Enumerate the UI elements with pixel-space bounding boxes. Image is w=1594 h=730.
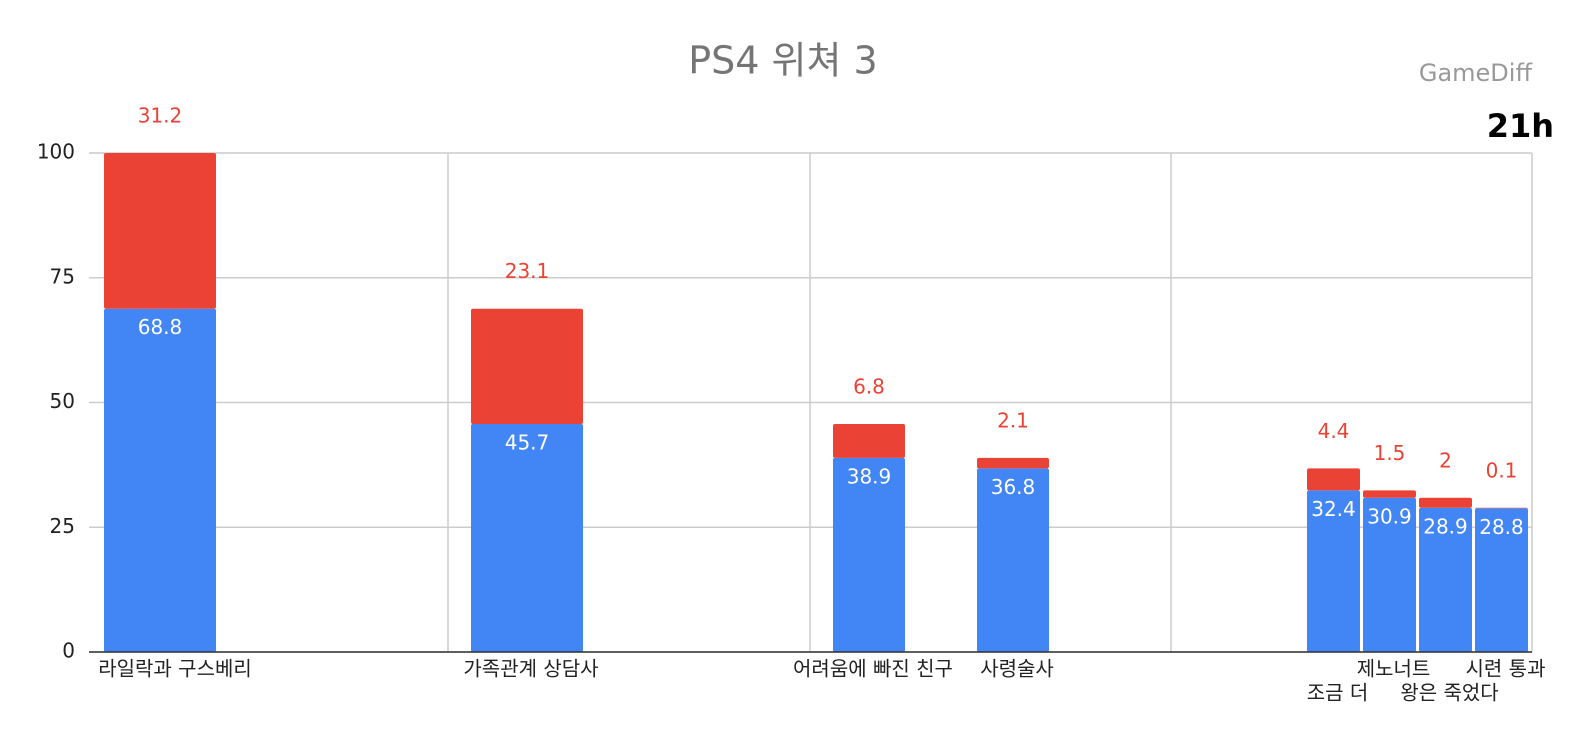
value-label: 36.8 xyxy=(991,475,1036,499)
x-tick-label: 조금 더 xyxy=(1307,681,1369,705)
value-label: 32.4 xyxy=(1311,497,1356,521)
y-tick-label: 25 xyxy=(50,514,75,538)
bar-segment xyxy=(1363,490,1416,498)
value-label: 4.4 xyxy=(1318,419,1350,443)
value-label: 68.8 xyxy=(138,315,183,339)
annotation: 21h xyxy=(1487,107,1554,145)
value-label: 6.8 xyxy=(853,374,885,398)
bar-segment xyxy=(833,423,905,458)
bar-segment xyxy=(977,468,1049,652)
value-label: 28.9 xyxy=(1423,514,1468,538)
value-label: 31.2 xyxy=(138,104,183,128)
bar-segment xyxy=(471,308,583,424)
value-label: 45.7 xyxy=(505,430,550,454)
bar-segment xyxy=(977,457,1049,469)
y-tick-label: 100 xyxy=(37,140,75,164)
bar-segment xyxy=(1307,490,1360,652)
bar-segment xyxy=(471,423,583,652)
x-tick-label: 제노너트 xyxy=(1357,657,1431,681)
x-tick-label: 왕은 죽었다 xyxy=(1400,681,1498,705)
source-label: GameDiff xyxy=(1419,59,1533,87)
bar-segment xyxy=(1419,497,1472,508)
bar-segment xyxy=(1475,508,1528,652)
x-tick-label: 가족관계 상담사 xyxy=(463,657,598,681)
y-tick-label: 75 xyxy=(50,264,75,288)
x-tick-label: 어려움에 빠진 친구 xyxy=(793,657,953,681)
bar-segment xyxy=(104,153,216,309)
x-tick-label: 라일락과 구스베리 xyxy=(98,657,252,681)
value-label: 38.9 xyxy=(847,464,892,488)
bar-segment xyxy=(1419,507,1472,652)
bar-segment xyxy=(1363,497,1416,652)
value-label: 23.1 xyxy=(505,259,550,283)
bar-segment xyxy=(104,308,216,652)
value-label: 1.5 xyxy=(1374,441,1406,465)
value-label: 0.1 xyxy=(1486,458,1518,482)
value-label: 2 xyxy=(1439,448,1452,472)
bar-segment xyxy=(1307,468,1360,491)
x-tick-label: 사령술사 xyxy=(980,657,1054,681)
value-label: 2.1 xyxy=(997,408,1029,432)
y-tick-label: 0 xyxy=(62,639,75,663)
value-label: 28.8 xyxy=(1479,515,1524,539)
x-tick-label: 시련 통과 xyxy=(1466,657,1546,681)
value-label: 30.9 xyxy=(1367,504,1412,528)
y-tick-label: 50 xyxy=(50,389,75,413)
chart-title: PS4 위쳐 3 xyxy=(688,39,877,83)
bar-segment xyxy=(833,457,905,652)
